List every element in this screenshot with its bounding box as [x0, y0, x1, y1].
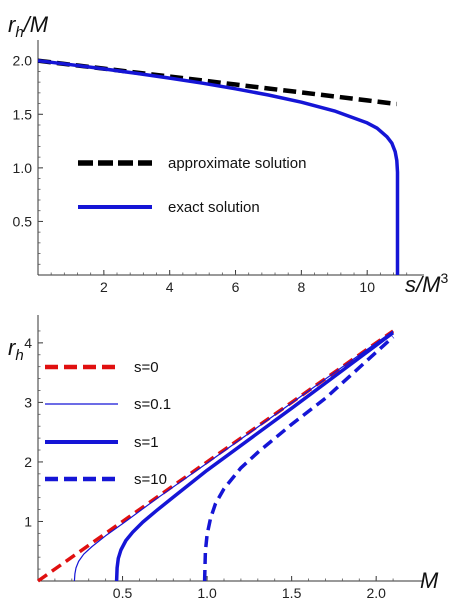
- series-exact-solution-line: [37, 58, 400, 275]
- y-tick-label: 1: [24, 513, 32, 529]
- x-tick-label: 4: [166, 279, 174, 295]
- chart-1-y-axis-label: rh/M: [8, 12, 49, 41]
- series-s-0-line: [36, 329, 395, 583]
- legend-label: s=10: [134, 471, 167, 488]
- series-s-1-line: [114, 331, 395, 582]
- y-tick-label: 2.0: [13, 53, 33, 69]
- y-tick-label: 2: [24, 454, 32, 470]
- x-tick-label: 1.0: [197, 585, 217, 601]
- legend-label: exact solution: [168, 199, 260, 216]
- series-s-0-1-line: [73, 330, 394, 582]
- series-s-10-line: [202, 335, 395, 582]
- chart-2: 0.5 1.0 1.5 2.0 1 2 3 4rh Ms=0 s=0.1 s=1 s=10: [8, 315, 439, 601]
- chart-1: 2 4 6 8 10 0.5 1.0 1.5 2.0 rh/M s/M3 approximate so…: [8, 12, 448, 297]
- chart-2-y-axis-label: rh: [8, 335, 24, 364]
- y-tick-label: 3: [24, 394, 32, 410]
- x-tick-label: 8: [297, 279, 305, 295]
- legend-label: s=0.1: [134, 396, 171, 413]
- legend-label: s=0: [134, 359, 159, 376]
- x-tick-label: 0.5: [113, 585, 133, 601]
- y-tick-label: 1.0: [13, 160, 33, 176]
- y-tick-label: 1.5: [13, 106, 33, 122]
- chart-1-x-axis-label: s/M3: [405, 270, 448, 297]
- y-tick-label: 4: [24, 335, 32, 351]
- x-tick-label: 2.0: [366, 585, 386, 601]
- x-tick-label: 6: [232, 279, 240, 295]
- legend-label: s=1: [134, 434, 159, 451]
- y-tick-label: 0.5: [13, 213, 33, 229]
- x-tick-label: 2: [100, 279, 108, 295]
- x-tick-label: 1.5: [282, 585, 302, 601]
- legend-label: approximate solution: [168, 155, 306, 172]
- x-tick-label: 10: [359, 279, 375, 295]
- chart-2-x-axis-label: M: [420, 568, 439, 593]
